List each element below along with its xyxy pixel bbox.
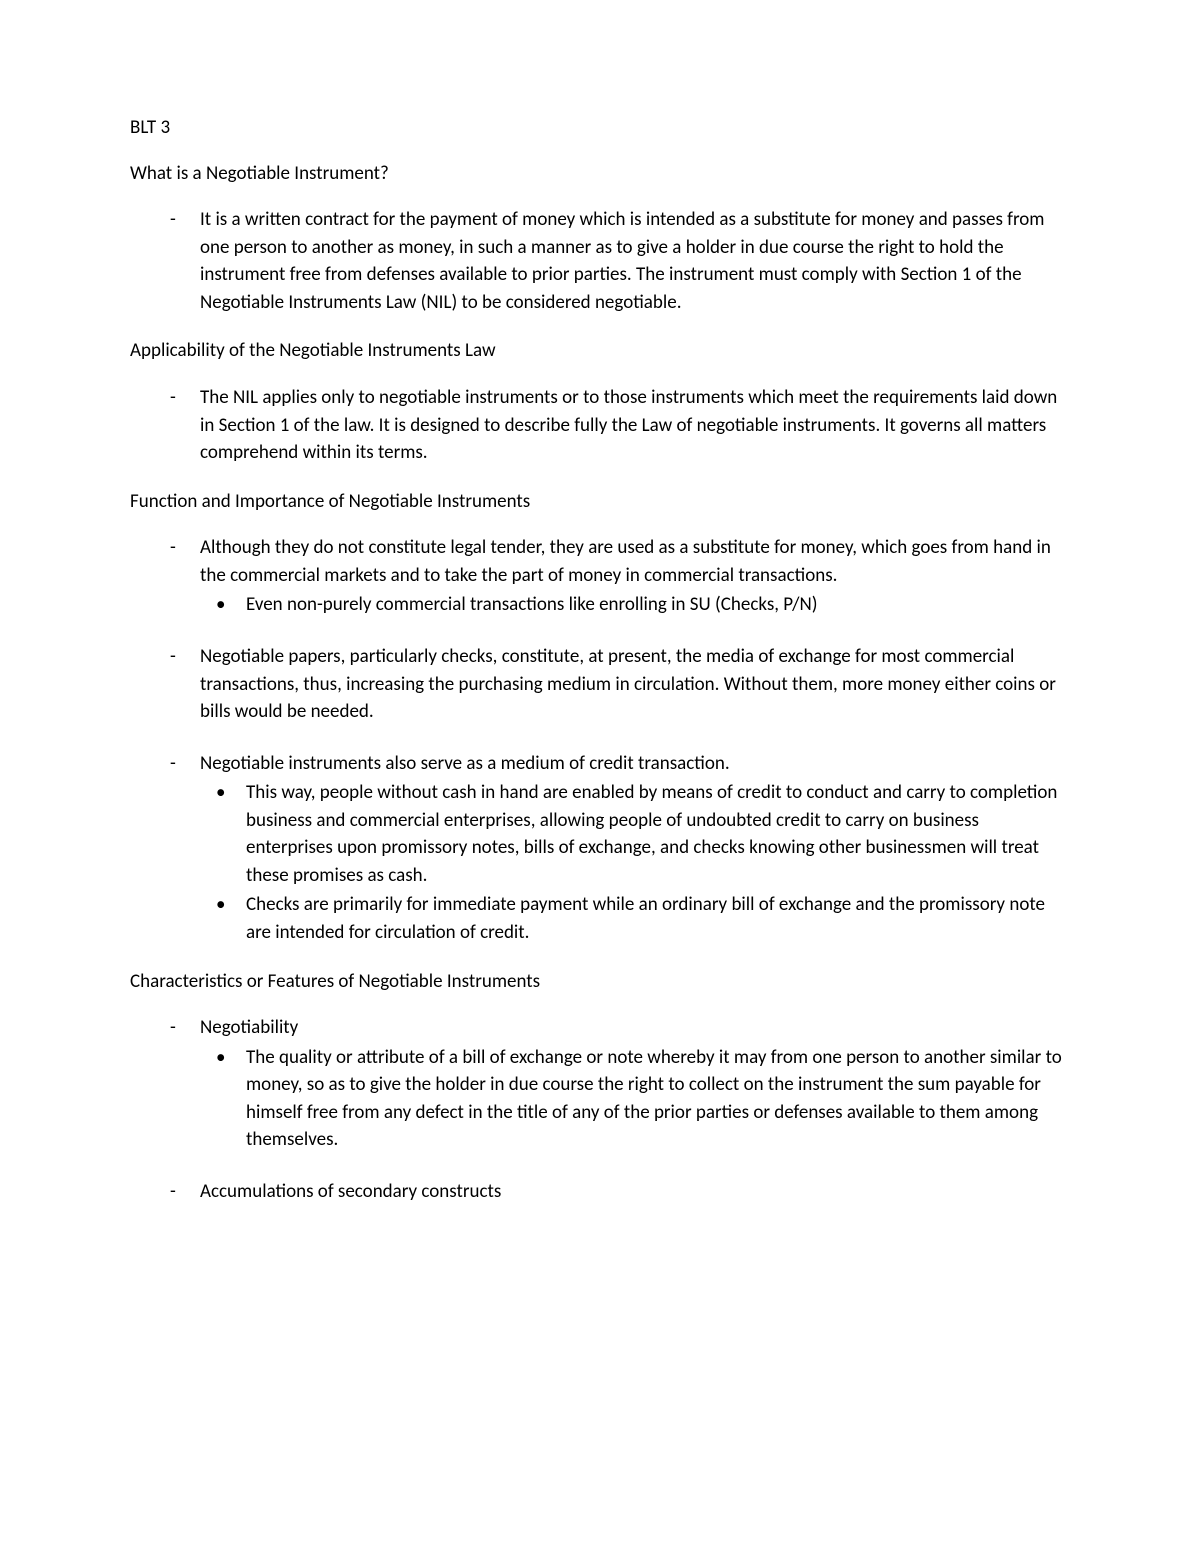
list-item: It is a written contract for the payment… — [130, 206, 1070, 316]
dash-list: It is a written contract for the payment… — [130, 206, 1070, 316]
sub-item: Checks are primarily for immediate payme… — [200, 891, 1070, 946]
section-heading: Applicability of the Negotiable Instrume… — [130, 338, 1070, 364]
dash-list: The NIL applies only to negotiable instr… — [130, 384, 1070, 467]
bullet-list: The quality or attribute of a bill of ex… — [200, 1044, 1070, 1154]
list-item: Negotiable papers, particularly checks, … — [130, 643, 1070, 726]
list-item: Negotiability The quality or attribute o… — [130, 1014, 1070, 1154]
item-text: It is a written contract for the payment… — [200, 208, 1045, 314]
item-text: Although they do not constitute legal te… — [200, 536, 1051, 587]
item-text: Accumulations of secondary constructs — [200, 1180, 501, 1203]
bullet-list: Even non-purely commercial transactions … — [200, 591, 1070, 619]
list-item: Although they do not constitute legal te… — [130, 534, 1070, 619]
list-item: Accumulations of secondary constructs — [130, 1178, 1070, 1206]
section-heading: Characteristics or Features of Negotiabl… — [130, 969, 1070, 995]
list-item: Negotiable instruments also serve as a m… — [130, 750, 1070, 947]
section-heading: Function and Importance of Negotiable In… — [130, 489, 1070, 515]
item-text: Negotiability — [200, 1016, 298, 1039]
sub-item: This way, people without cash in hand ar… — [200, 779, 1070, 889]
item-text: The NIL applies only to negotiable instr… — [200, 386, 1057, 464]
doc-title: BLT 3 — [130, 115, 1070, 141]
item-text: Negotiable instruments also serve as a m… — [200, 752, 730, 775]
bullet-list: This way, people without cash in hand ar… — [200, 779, 1070, 946]
item-text: Negotiable papers, particularly checks, … — [200, 645, 1056, 723]
list-item: The NIL applies only to negotiable instr… — [130, 384, 1070, 467]
sub-item: The quality or attribute of a bill of ex… — [200, 1044, 1070, 1154]
document-page: BLT 3 What is a Negotiable Instrument? I… — [0, 0, 1200, 1553]
dash-list: Although they do not constitute legal te… — [130, 534, 1070, 946]
dash-list: Negotiability The quality or attribute o… — [130, 1014, 1070, 1205]
section-heading: What is a Negotiable Instrument? — [130, 161, 1070, 187]
sub-item: Even non-purely commercial transactions … — [200, 591, 1070, 619]
